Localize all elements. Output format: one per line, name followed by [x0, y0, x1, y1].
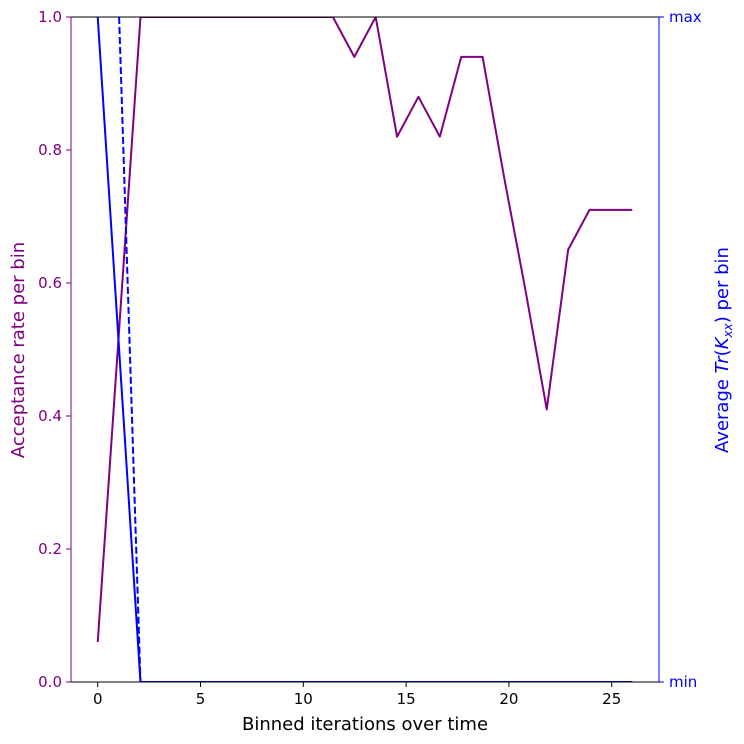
x-tick-label: 15: [397, 690, 416, 708]
left-y-axis-label: Acceptance rate per bin: [8, 242, 29, 458]
right-y-label-close: ): [712, 316, 733, 323]
x-tick-label: 25: [602, 690, 621, 708]
series-line-2: [96, 17, 633, 682]
left-y-tick-label: 0.0: [38, 673, 62, 691]
x-tick-label: 20: [499, 690, 518, 708]
left-y-axis-ticks: 0.0 0.2 0.4 0.6 0.8 1.0: [38, 8, 71, 691]
left-y-tick-label: 0.6: [38, 274, 62, 292]
x-tick-label: 10: [294, 690, 313, 708]
right-y-tick-label-max: max: [669, 8, 702, 26]
right-y-tick-label-min: min: [669, 673, 697, 691]
right-y-label-main: K: [712, 336, 733, 349]
right-y-label-suffix: per bin: [712, 247, 733, 316]
x-axis-label: Binned iterations over time: [242, 714, 488, 735]
right-y-label-sub: xx: [721, 322, 735, 338]
left-y-tick-label: 0.8: [38, 141, 62, 159]
x-tick-label: 5: [196, 690, 206, 708]
x-axis-ticks: 0 5 10 15 20 25: [93, 682, 621, 708]
left-y-tick-label: 0.4: [38, 407, 62, 425]
series-layer: [96, 17, 633, 682]
left-y-tick-label: 1.0: [38, 8, 62, 26]
right-y-label-open: (: [712, 349, 733, 356]
right-y-axis-label: Average Tr(Kxx) per bin: [712, 247, 735, 453]
x-tick-label: 0: [93, 690, 103, 708]
right-y-label-prefix: Average: [712, 373, 733, 453]
series-line-3: [118, 17, 633, 682]
right-y-label-symbol: Tr: [712, 355, 733, 374]
left-y-tick-label: 0.2: [38, 540, 62, 558]
right-y-axis-ticks: min max: [659, 8, 702, 691]
series-line-1: [96, 17, 633, 643]
